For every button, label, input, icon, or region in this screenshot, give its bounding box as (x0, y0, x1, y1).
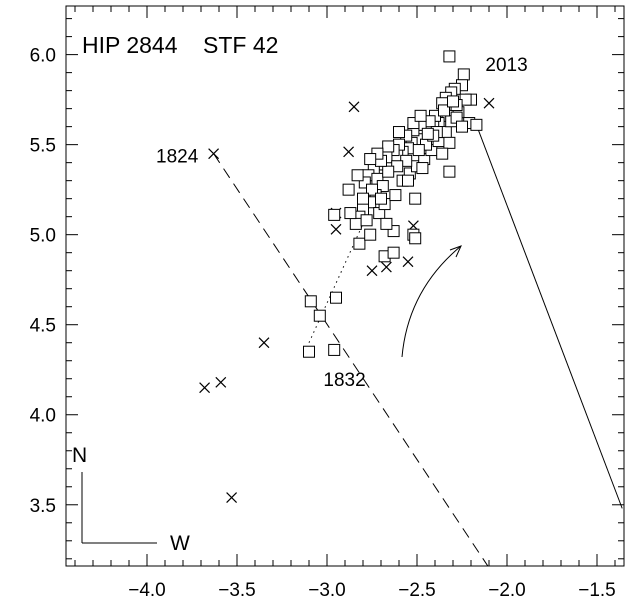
y-tick-label: 5.5 (30, 136, 56, 157)
square-marker (402, 174, 414, 187)
square-marker (421, 127, 434, 140)
square-marker (360, 214, 373, 227)
orientation-indicator: N W (72, 444, 190, 555)
square-marker (382, 165, 395, 178)
cross-marker (402, 256, 414, 268)
solid-line (475, 124, 623, 509)
west-label: W (170, 532, 190, 555)
dashed-line (213, 153, 489, 566)
y-tick-label: 6.0 (30, 46, 56, 67)
y-tick-label: 4.0 (30, 406, 56, 427)
square-marker (393, 126, 405, 139)
data-points (199, 50, 495, 504)
y-tick-label: 5.0 (30, 226, 56, 247)
square-marker (304, 295, 317, 308)
x-tick-label: −3.5 (218, 580, 256, 601)
plot-frame (65, 5, 625, 567)
square-marker (375, 192, 387, 205)
x-tick-label: −2.0 (488, 580, 526, 601)
square-marker (470, 118, 483, 131)
square-marker (409, 192, 422, 205)
square-marker (416, 162, 429, 175)
y-tick-label: 4.5 (30, 316, 56, 337)
square-marker (303, 345, 315, 358)
square-marker (364, 228, 377, 241)
square-marker (443, 165, 456, 178)
cross-marker (199, 382, 211, 394)
square-marker (313, 309, 326, 322)
motion-direction-arrow (401, 245, 462, 358)
square-marker (443, 50, 456, 63)
epoch-label: 2013 (485, 55, 527, 76)
cross-marker (343, 146, 355, 158)
square-marker (366, 183, 378, 196)
y-axis-ticks: 3.5 4.0 4.5 5.0 5.5 6.0 (30, 18, 624, 560)
square-marker (409, 232, 422, 245)
epoch-label: 1832 (323, 370, 365, 391)
square-marker (443, 136, 456, 149)
square-marker (344, 207, 357, 220)
square-marker (456, 120, 468, 133)
x-tick-label: −4.0 (128, 580, 166, 601)
square-marker (328, 208, 341, 221)
square-marker (414, 109, 427, 122)
cross-marker (380, 261, 392, 273)
cross-marker (258, 337, 270, 349)
square-marker (342, 183, 355, 196)
annotations: 1824 1832 2013 (156, 55, 528, 391)
square-marker (389, 189, 402, 202)
x-axis-ticks: −4.0 −3.5 −3.0 −2.5 −2.0 −1.5 (74, 6, 616, 601)
square-marker (447, 95, 459, 108)
cross-marker (366, 265, 378, 277)
cross-marker (226, 492, 238, 504)
epoch-label: 1824 (156, 147, 199, 168)
square-marker (330, 291, 342, 304)
square-marker (382, 140, 395, 153)
square-marker (353, 237, 366, 250)
y-tick-label: 3.5 (30, 496, 56, 517)
x-tick-label: −1.5 (578, 580, 616, 601)
chart-title: HIP 2844 STF 42 (82, 32, 278, 58)
north-label: N (72, 444, 87, 467)
cross-marker (348, 101, 360, 113)
square-marker (457, 68, 470, 81)
motion-direction-arrowhead (449, 245, 462, 258)
square-marker (412, 144, 425, 157)
cross-marker (330, 223, 342, 235)
square-marker (358, 176, 371, 189)
reference-lines (213, 124, 623, 566)
square-marker (436, 147, 449, 160)
square-marker (357, 192, 369, 205)
square-marker (387, 246, 400, 259)
square-marker (349, 217, 362, 230)
square-marker (351, 169, 364, 182)
square-marker (438, 104, 450, 117)
x-tick-label: −3.0 (308, 580, 346, 601)
cross-marker (215, 376, 227, 388)
square-marker (407, 117, 420, 130)
x-tick-label: −2.5 (398, 580, 436, 601)
cross-marker (208, 148, 220, 160)
square-marker (328, 343, 341, 356)
cross-marker (483, 97, 495, 109)
square-marker (380, 217, 393, 230)
square-marker (364, 153, 377, 166)
square-marker (387, 225, 400, 238)
